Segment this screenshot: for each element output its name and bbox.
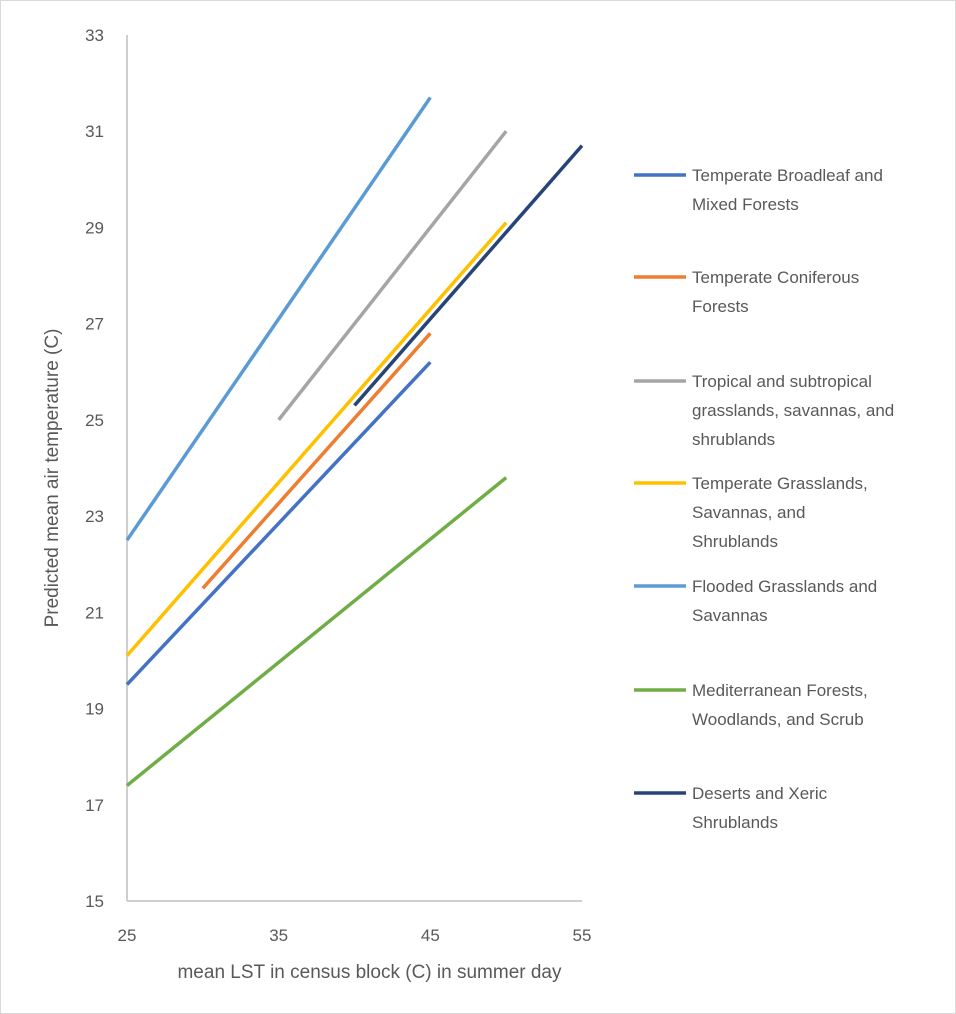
x-tick-labels: 25 35 45 55 [118,926,592,945]
legend-entry: Temperate Grasslands, Savannas, and Shrubl… [634,474,868,551]
legend-entry: Temperate Broadleaf and Mixed Forests [634,166,883,214]
series-line-1 [125,360,432,686]
x-tick-label: 45 [421,926,440,945]
series-line-7 [353,144,584,407]
y-tick-label: 31 [85,122,104,141]
y-tick-label: 21 [85,603,104,622]
x-tick-label: 35 [269,926,288,945]
series-line-3 [277,130,508,421]
y-tick-label: 23 [85,507,104,526]
legend-label: shrublands [692,430,775,449]
series-line-4 [125,221,508,657]
x-axis-title: mean LST in census block (C) in summer d… [177,962,562,983]
legend-label: Deserts and Xeric [692,784,828,803]
y-tick-label: 25 [85,411,104,430]
y-tick-label: 29 [85,218,104,237]
legend-label: Temperate Grasslands, [692,474,868,493]
y-tick-label: 27 [85,315,104,334]
legend-label: Forests [692,297,749,316]
legend-label: Temperate Broadleaf and [692,166,883,185]
legend-label: Tropical and subtropical [692,372,872,391]
legend-label: Temperate Coniferous [692,268,859,287]
legend-entry: Temperate Coniferous Forests [634,268,859,316]
y-tick-label: 15 [85,892,104,911]
legend-entry: Tropical and subtropical grasslands, sava… [634,372,894,449]
legend-label: Mediterranean Forests, [692,681,868,700]
legend-label: grasslands, savannas, and [692,401,894,420]
y-axis-title: Predicted mean air temperature (C) [42,329,63,628]
series-line-5 [125,96,432,542]
x-tick-label: 55 [573,926,592,945]
legend-entry: Flooded Grasslands and Savannas [634,577,877,625]
y-tick-label: 33 [85,26,104,45]
series-line-2 [201,332,432,590]
legend-label: Woodlands, and Scrub [692,710,864,729]
axes [126,35,582,902]
legend-label: Mixed Forests [692,195,799,214]
x-tick-label: 25 [118,926,137,945]
legend-entry: Mediterranean Forests, Woodlands, and Scr… [634,681,868,729]
series-lines [125,96,584,787]
legend-label: Flooded Grasslands and [692,577,877,596]
y-tick-labels: 15 17 19 21 23 25 27 29 31 33 [85,26,104,911]
legend-entry: Deserts and Xeric Shrublands [634,784,828,832]
y-tick-label: 19 [85,700,104,719]
series-line-6 [125,476,508,787]
legend-label: Savannas [692,606,768,625]
legend-label: Shrublands [692,813,778,832]
legend-label: Savannas, and [692,503,805,522]
legend-label: Shrublands [692,532,778,551]
y-tick-label: 17 [85,796,104,815]
